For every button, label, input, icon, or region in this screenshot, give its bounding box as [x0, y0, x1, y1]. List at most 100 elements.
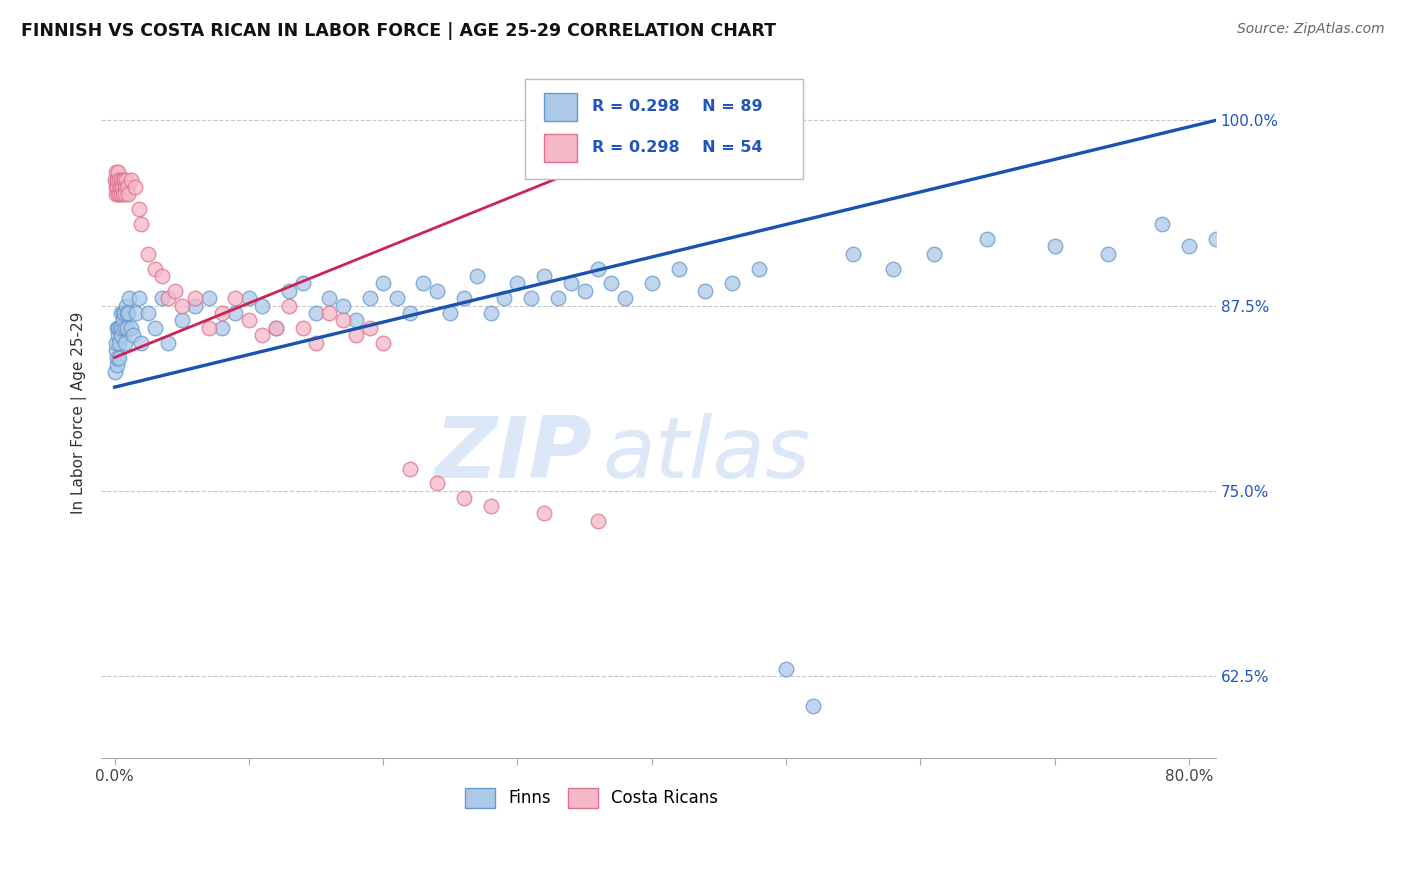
- Point: [128, 202, 150, 217]
- Point: [105, 358, 128, 372]
- Point: [157, 291, 180, 305]
- Point: [111, 180, 134, 194]
- Point: [479, 306, 502, 320]
- Point: [344, 313, 367, 327]
- Text: Source: ZipAtlas.com: Source: ZipAtlas.com: [1237, 22, 1385, 37]
- Point: [107, 321, 129, 335]
- Point: [108, 180, 131, 194]
- Point: [184, 299, 207, 313]
- Point: [136, 246, 159, 260]
- Point: [318, 291, 340, 305]
- Point: [150, 268, 173, 283]
- Point: [112, 172, 135, 186]
- Point: [560, 277, 582, 291]
- Point: [110, 187, 132, 202]
- Point: [184, 291, 207, 305]
- Point: [1285, 187, 1308, 202]
- Point: [479, 499, 502, 513]
- Point: [344, 328, 367, 343]
- Point: [264, 321, 287, 335]
- Point: [170, 313, 193, 327]
- Point: [439, 306, 461, 320]
- Point: [1178, 239, 1201, 253]
- Point: [107, 187, 129, 202]
- Point: [125, 306, 148, 320]
- Point: [128, 291, 150, 305]
- Point: [359, 291, 381, 305]
- Point: [1312, 194, 1334, 209]
- Point: [399, 461, 422, 475]
- Point: [104, 180, 127, 194]
- Point: [105, 180, 128, 194]
- Point: [117, 306, 139, 320]
- Point: [131, 335, 153, 350]
- Point: [385, 291, 408, 305]
- FancyBboxPatch shape: [544, 93, 576, 120]
- Point: [131, 217, 153, 231]
- Point: [238, 291, 260, 305]
- Point: [114, 180, 136, 194]
- Point: [291, 277, 314, 291]
- Point: [613, 291, 636, 305]
- Point: [1326, 187, 1348, 202]
- Point: [108, 172, 131, 186]
- Point: [453, 491, 475, 506]
- Point: [224, 306, 246, 320]
- Point: [136, 306, 159, 320]
- Point: [359, 321, 381, 335]
- Point: [104, 343, 127, 357]
- Point: [305, 335, 328, 350]
- Point: [197, 321, 219, 335]
- Point: [120, 321, 142, 335]
- Point: [104, 365, 127, 379]
- Point: [721, 277, 744, 291]
- Point: [117, 187, 139, 202]
- Point: [264, 321, 287, 335]
- Point: [124, 180, 146, 194]
- Point: [224, 291, 246, 305]
- Point: [112, 306, 135, 320]
- Point: [105, 187, 128, 202]
- Y-axis label: In Labor Force | Age 25-29: In Labor Force | Age 25-29: [72, 312, 87, 515]
- Point: [112, 187, 135, 202]
- Text: atlas: atlas: [603, 413, 811, 496]
- Point: [318, 306, 340, 320]
- Text: ZIP: ZIP: [434, 413, 592, 496]
- Point: [1043, 239, 1066, 253]
- Point: [118, 291, 141, 305]
- Legend: Finns, Costa Ricans: Finns, Costa Ricans: [458, 781, 724, 814]
- Text: R = 0.298    N = 54: R = 0.298 N = 54: [592, 140, 762, 154]
- Point: [105, 172, 128, 186]
- Point: [453, 291, 475, 305]
- Point: [252, 328, 274, 343]
- Point: [111, 306, 134, 320]
- Point: [399, 306, 422, 320]
- Point: [278, 299, 301, 313]
- Point: [110, 172, 132, 186]
- Point: [332, 299, 354, 313]
- Point: [1271, 202, 1294, 217]
- Point: [506, 277, 529, 291]
- Point: [107, 335, 129, 350]
- Point: [465, 268, 488, 283]
- Point: [492, 291, 515, 305]
- Point: [111, 172, 134, 186]
- Point: [412, 277, 434, 291]
- Point: [107, 328, 129, 343]
- Point: [122, 328, 145, 343]
- Point: [426, 284, 449, 298]
- Point: [105, 351, 128, 365]
- Point: [586, 514, 609, 528]
- Point: [120, 172, 142, 186]
- Point: [110, 328, 132, 343]
- Point: [111, 321, 134, 335]
- Point: [775, 662, 797, 676]
- FancyBboxPatch shape: [524, 78, 803, 178]
- Point: [150, 291, 173, 305]
- FancyBboxPatch shape: [544, 134, 576, 161]
- Text: FINNISH VS COSTA RICAN IN LABOR FORCE | AGE 25-29 CORRELATION CHART: FINNISH VS COSTA RICAN IN LABOR FORCE | …: [21, 22, 776, 40]
- Point: [1244, 217, 1267, 231]
- Point: [157, 335, 180, 350]
- Point: [640, 277, 662, 291]
- Point: [305, 306, 328, 320]
